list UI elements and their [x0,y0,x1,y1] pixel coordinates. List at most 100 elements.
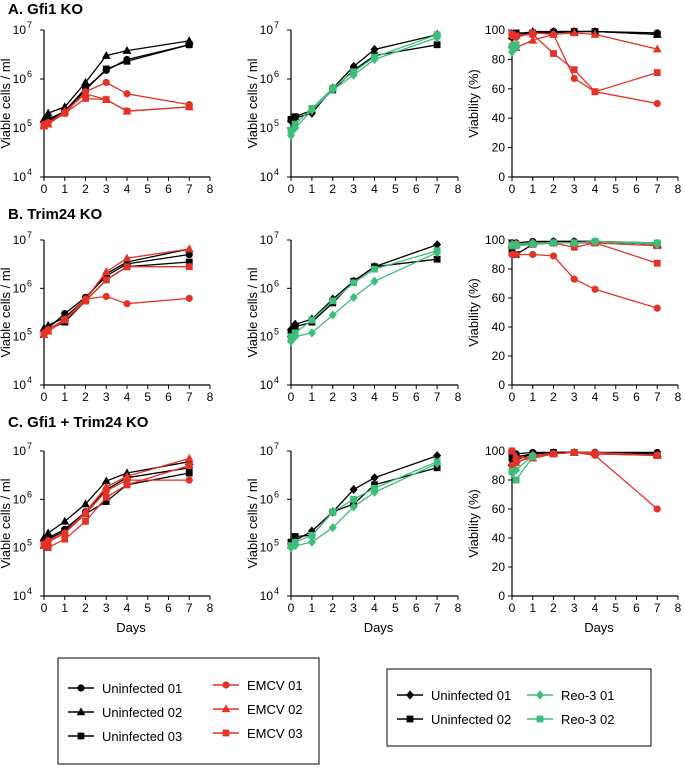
data-point [123,107,131,115]
data-point [291,533,299,540]
series-reo-3-02 [508,41,520,50]
x-tick-label: 3 [350,182,357,196]
data-point [349,292,358,302]
y-axis-label: Viable cells / ml [0,58,13,148]
x-tick-label: 5 [144,390,151,404]
data-point [328,523,337,533]
legend-item: Uninfected 02 [68,705,182,720]
legend-item: EMCV 02 [213,702,303,717]
data-point [287,126,295,134]
y-tick-label: 10 [13,23,27,37]
y-tick-label: 60 [492,502,506,516]
x-tick-label: 7 [654,182,661,196]
x-tick-label: 0 [509,182,516,196]
legend-item: Uninfected 03 [68,729,182,744]
x-tick-label: 0 [288,601,295,615]
x-tick-label: 5 [392,601,399,615]
series-emcv-03 [40,95,193,130]
data-point [185,469,193,477]
data-point [433,247,441,255]
data-point [60,528,70,537]
data-point [350,279,358,287]
data-point [569,28,579,37]
legend-marker [77,684,85,692]
x-tick-label: 1 [309,390,316,404]
panel-title-a: A. Gfi1 KO [8,1,83,18]
data-point [371,53,378,61]
y-tick-label: 10 [13,589,27,603]
legend-item: Uninfected 02 [397,712,511,727]
data-point [570,275,578,283]
y-tick-label: 10 [260,281,274,295]
data-point [653,451,661,459]
data-point [512,242,520,250]
x-tick-label: 4 [124,390,131,404]
data-point [653,304,661,312]
y-tick-exponent: 7 [274,20,279,30]
series-line [512,253,658,309]
x-tick-label: 5 [144,182,151,196]
series-emcv-01 [508,250,661,312]
x-tick-label: 8 [675,601,682,615]
x-tick-label: 3 [350,390,357,404]
x-tick-label: 7 [434,601,441,615]
data-point [529,250,537,259]
data-point [102,292,110,301]
data-point [102,78,110,87]
data-point [82,517,89,525]
x-tick-label: 6 [633,390,640,404]
data-point [44,120,52,128]
data-point [40,542,48,550]
y-tick-label: 10 [260,330,274,344]
y-tick-label: 0 [498,589,505,603]
data-point [371,484,378,492]
data-point [44,327,52,335]
x-tick-label: 2 [82,390,89,404]
data-point [308,105,316,112]
x-tick-label: 6 [165,390,172,404]
data-point [307,537,316,547]
data-point [185,462,193,469]
legend-label: Uninfected 03 [102,729,182,744]
x-tick-label: 3 [571,601,578,615]
data-point [591,238,599,245]
y-tick-exponent: 6 [27,278,32,288]
x-tick-label: 5 [144,601,151,615]
y-tick-exponent: 4 [27,586,32,596]
x-tick-label: 2 [82,182,89,196]
series-reo-3-02 [287,458,441,550]
data-point [512,250,520,259]
data-point [81,507,90,516]
data-point [433,458,441,466]
x-tick-label: 8 [455,601,462,615]
data-point [61,316,69,324]
x-tick-label: 4 [371,182,378,196]
x-tick-label: 8 [455,390,462,404]
x-tick-label: 2 [550,390,557,404]
y-tick-exponent: 5 [27,118,32,128]
data-point [512,476,520,484]
y-tick-label: 10 [260,233,274,247]
data-point [43,528,53,537]
x-tick-label: 8 [207,390,214,404]
y-tick-label: 10 [260,378,274,392]
data-point [529,31,537,38]
legend-box-reo [386,668,652,747]
legend-marker [77,732,85,740]
legend-marker [406,690,414,700]
y-tick-label: 10 [260,444,274,458]
data-point [184,244,194,253]
data-point [101,476,111,485]
data-point [328,310,337,320]
y-tick-label: 80 [492,52,506,66]
data-point [570,66,578,74]
x-tick-label: 7 [654,601,661,615]
x-tick-label: 1 [61,601,68,615]
x-tick-label: 6 [165,601,172,615]
x-tick-label: 8 [675,390,682,404]
data-point [550,50,557,57]
data-point [60,102,70,111]
data-point [291,113,299,121]
x-tick-label: 1 [529,182,536,196]
data-point [123,90,131,98]
